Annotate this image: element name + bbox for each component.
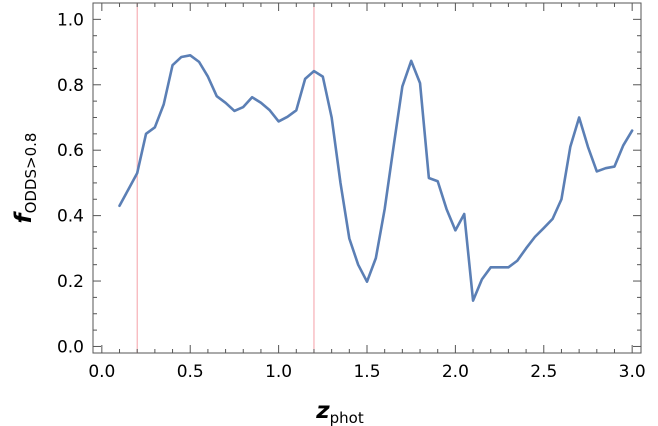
x-tick-label-6: 3.0 bbox=[619, 362, 646, 382]
y-tick-label-5: 1.0 bbox=[57, 10, 84, 30]
y-tick-labels: 0.0 0.2 0.4 0.6 0.8 1.0 bbox=[57, 10, 84, 357]
series-group bbox=[118, 54, 634, 302]
y-axis-label-main: f bbox=[11, 210, 37, 223]
x-tick-label-4: 2.0 bbox=[442, 362, 469, 382]
x-tick-label-1: 0.5 bbox=[177, 362, 204, 382]
axis-ticks bbox=[93, 3, 641, 353]
plot-frame bbox=[92, 2, 642, 354]
x-tick-label-2: 1.0 bbox=[265, 362, 292, 382]
reference-lines bbox=[136, 3, 315, 353]
x-tick-label-3: 1.5 bbox=[353, 362, 380, 382]
x-tick-labels: 0.0 0.5 1.0 1.5 2.0 2.5 3.0 bbox=[88, 362, 645, 382]
y-axis-label-sub: ODDS>0.8 bbox=[22, 133, 40, 214]
y-axis-label: fODDS>0.8 bbox=[11, 133, 40, 224]
series-line-0 bbox=[118, 54, 634, 302]
y-tick-label-3: 0.6 bbox=[57, 141, 84, 161]
y-tick-label-1: 0.2 bbox=[57, 272, 84, 292]
y-tick-label-0: 0.0 bbox=[57, 337, 84, 357]
y-tick-label-4: 0.8 bbox=[57, 76, 84, 96]
x-axis-label: zphot bbox=[315, 398, 364, 426]
x-axis-label-main: z bbox=[315, 398, 330, 424]
y-tick-label-2: 0.4 bbox=[57, 207, 84, 227]
x-axis-label-sub: phot bbox=[330, 409, 364, 426]
x-tick-label-5: 2.5 bbox=[530, 362, 557, 382]
x-tick-label-0: 0.0 bbox=[88, 362, 115, 382]
